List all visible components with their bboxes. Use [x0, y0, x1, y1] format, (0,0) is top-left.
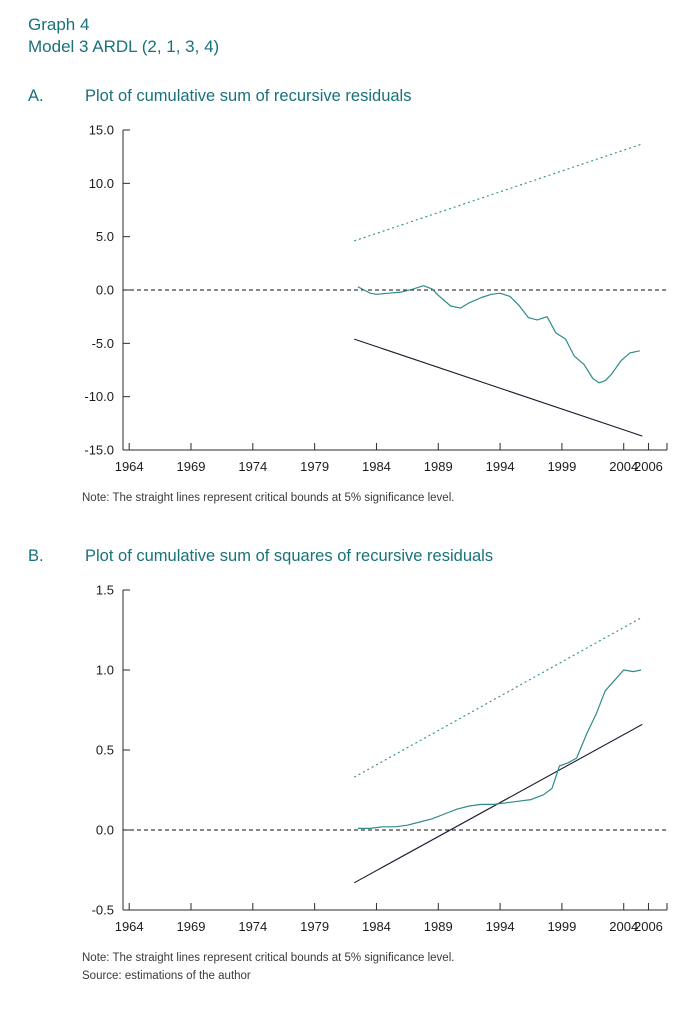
model-subtitle: Model 3 ARDL (2, 1, 3, 4)	[28, 37, 220, 57]
y-tick-label: 1.5	[96, 583, 114, 598]
lower-critical-bound-5pct-line	[354, 338, 643, 437]
panel-b-source: Source: estimations of the author	[82, 970, 251, 983]
y-axis-ticks: 1.5 1.0 0.5 0.0 -0.5	[92, 583, 130, 918]
x-tick-label: 1979	[300, 919, 329, 934]
y-tick-label: -15.0	[84, 442, 114, 457]
x-tick-label: 1974	[238, 459, 267, 474]
y-tick-label: 10.0	[89, 176, 114, 191]
x-tick-label: 1969	[177, 919, 206, 934]
cusumsq-line	[357, 669, 642, 830]
x-tick-label: 1964	[115, 919, 144, 934]
x-tick-label: 1974	[238, 919, 267, 934]
x-tick-label: 1964	[115, 459, 144, 474]
y-axis-ticks: 15.0 10.0 5.0 0.0 -5.0 -10.0 -15.0	[84, 122, 130, 457]
x-tick-label: 1979	[300, 459, 329, 474]
x-tick-label: 1994	[486, 919, 515, 934]
document-title: Graph 4 Model 3 ARDL (2, 1, 3, 4)	[28, 14, 690, 59]
panel-b-title: Plot of cumulative sum of squares of rec…	[85, 547, 494, 566]
y-tick-label: 0.5	[96, 743, 114, 758]
x-tick-label: 2004	[609, 459, 638, 474]
panel-a: A. Plot of cumulative sum of recursive r…	[28, 87, 690, 507]
y-tick-label: 0.0	[96, 282, 114, 297]
y-tick-label: -10.0	[84, 389, 114, 404]
x-tick-label: 1994	[486, 459, 515, 474]
cusum-line	[357, 284, 640, 384]
x-tick-label: 1984	[362, 919, 391, 934]
x-tick-label: 1999	[547, 919, 576, 934]
panel-a-header: A. Plot of cumulative sum of recursive r…	[28, 87, 690, 106]
x-tick-label: 1989	[424, 919, 453, 934]
x-tick-label: 2006	[634, 919, 663, 934]
graph-number: Graph 4	[28, 15, 90, 34]
panel-b-label: B.	[28, 547, 44, 566]
y-tick-label: -5.0	[92, 336, 114, 351]
panel-a-label: A.	[28, 86, 44, 105]
y-tick-label: 1.0	[96, 663, 114, 678]
upper-critical-bound-5pct-line	[353, 616, 643, 778]
panel-b-header: B. Plot of cumulative sum of squares of …	[28, 547, 690, 566]
y-tick-label: 15.0	[89, 122, 114, 137]
panel-b-note: Note: The straight lines represent criti…	[82, 952, 455, 965]
upper-critical-bound-5pct-line	[354, 143, 643, 242]
y-tick-label: -0.5	[92, 903, 114, 918]
x-tick-label: 1969	[177, 459, 206, 474]
panel-b: B. Plot of cumulative sum of squares of …	[28, 547, 690, 986]
x-tick-label: 1999	[547, 459, 576, 474]
x-tick-label: 2004	[609, 919, 638, 934]
panel-a-note: Note: The straight lines represent criti…	[82, 491, 455, 504]
y-tick-label: 5.0	[96, 229, 114, 244]
x-tick-label: 1989	[424, 459, 453, 474]
y-tick-label: 0.0	[96, 823, 114, 838]
x-tick-label: 1984	[362, 459, 391, 474]
panel-a-title: Plot of cumulative sum of recursive resi…	[85, 86, 412, 105]
x-tick-label: 2006	[634, 459, 663, 474]
